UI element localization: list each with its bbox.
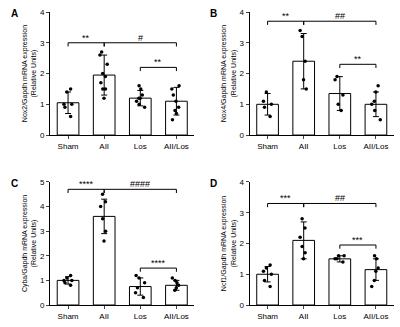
svg-text:4: 4 [239,178,244,187]
svg-text:3: 3 [40,227,45,236]
svg-text:Los: Los [333,142,346,151]
svg-text:D: D [210,178,217,189]
svg-text:5: 5 [40,178,45,187]
svg-text:2: 2 [239,239,244,248]
svg-text:B: B [210,8,217,19]
svg-text:***: *** [352,235,363,245]
svg-text:##: ## [335,193,345,203]
svg-text:AII: AII [99,312,109,321]
svg-text:0: 0 [239,301,244,310]
svg-text:#: # [138,33,143,43]
svg-text:2: 2 [40,69,45,78]
svg-text:##: ## [335,11,345,21]
svg-text:3: 3 [239,209,244,218]
svg-text:Cyba/Gapdh mRNA expression(Rel: Cyba/Gapdh mRNA expression(Relative Unit… [21,195,38,292]
svg-text:1: 1 [239,100,244,109]
svg-text:2: 2 [40,252,45,261]
svg-text:Los: Los [134,312,147,321]
svg-text:Ncf1/Gapdh mRNA expression(Rel: Ncf1/Gapdh mRNA expression(Relative Unit… [220,196,237,291]
svg-text:****: **** [79,179,94,189]
svg-text:AII/Los: AII/Los [363,312,388,321]
svg-text:****: **** [151,258,166,268]
svg-text:Los: Los [134,142,147,151]
svg-text:Los: Los [333,312,346,321]
svg-text:Sham: Sham [257,142,278,151]
svg-text:3: 3 [239,39,244,48]
svg-text:Sham: Sham [58,142,79,151]
svg-text:AII/Los: AII/Los [164,142,189,151]
svg-text:1: 1 [40,276,45,285]
svg-text:2: 2 [239,69,244,78]
svg-text:AII: AII [99,142,109,151]
svg-text:4: 4 [40,202,45,211]
svg-text:0: 0 [40,131,45,140]
svg-text:1: 1 [239,270,244,279]
svg-text:**: ** [282,11,290,21]
svg-text:####: #### [130,179,150,189]
svg-text:4: 4 [239,8,244,17]
svg-text:0: 0 [239,131,244,140]
svg-text:A: A [11,8,18,19]
svg-text:0: 0 [40,301,45,310]
svg-text:4: 4 [40,8,45,17]
svg-text:Nox4/Gapdh mRNA expression(Rel: Nox4/Gapdh mRNA expression(Relative Unit… [220,25,237,122]
svg-text:3: 3 [40,39,45,48]
svg-text:C: C [11,178,18,189]
svg-text:Nox2/Gapdh mRNA expression(Rel: Nox2/Gapdh mRNA expression(Relative Unit… [21,25,38,122]
svg-text:**: ** [354,54,362,64]
svg-text:AII: AII [299,142,309,151]
svg-text:AII: AII [299,312,309,321]
svg-text:**: ** [154,57,162,67]
svg-text:**: ** [82,33,90,43]
svg-text:***: *** [280,193,291,203]
svg-text:AII/Los: AII/Los [164,312,189,321]
svg-text:Sham: Sham [257,312,278,321]
svg-text:Sham: Sham [58,312,79,321]
svg-text:1: 1 [40,100,45,109]
svg-text:AII/Los: AII/Los [363,142,388,151]
